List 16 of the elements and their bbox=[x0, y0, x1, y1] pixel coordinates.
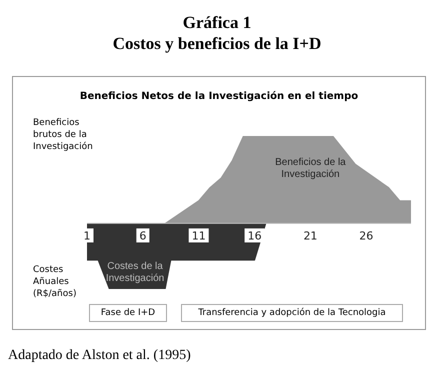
x-tick-label: 16 bbox=[248, 229, 262, 242]
chart-title: Gráfica 1 bbox=[182, 12, 252, 33]
text: Transferencia y adopción de la Tecnologia bbox=[181, 304, 403, 322]
text: Costes Añuales (R$/años) bbox=[33, 264, 78, 300]
x-tick-label: 26 bbox=[359, 229, 374, 242]
y-axis-title: Beneficios brutos de la Investigación bbox=[33, 117, 94, 153]
x-tick-label: 6 bbox=[139, 229, 146, 242]
annotation: Costes de la Investigación bbox=[105, 261, 166, 286]
x-tick-label: 21 bbox=[303, 229, 318, 242]
x-tick-label: 1 bbox=[84, 229, 90, 242]
text: Fase de I+D bbox=[89, 304, 167, 322]
x-tick-label: 11 bbox=[192, 229, 206, 242]
chart-subtitle: Costos y beneficios de la I+D bbox=[112, 33, 322, 54]
text: Beneficios Netos de la Investigación en el tiempo bbox=[78, 91, 360, 102]
text: Adaptado de Alston et al. (1995) bbox=[8, 348, 191, 364]
annotation: Beneficios de la Investigación bbox=[274, 156, 347, 181]
